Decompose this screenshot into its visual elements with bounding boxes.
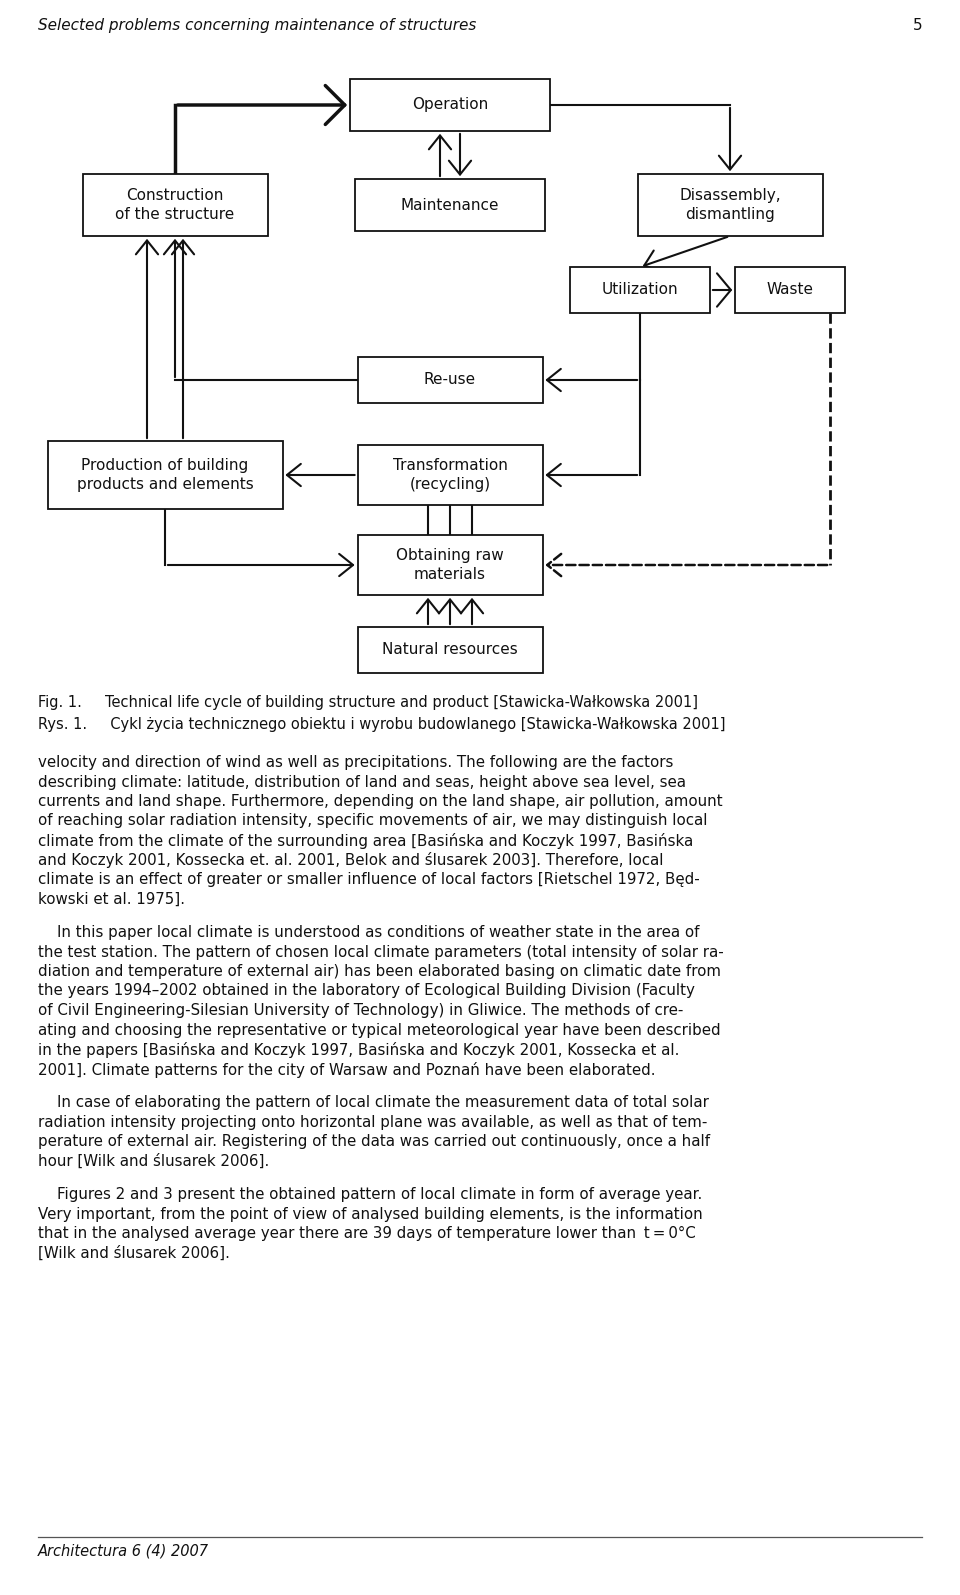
Text: Rys. 1.     Cykl życia technicznego obiektu i wyrobu budowlanego [Stawicka-Wałko: Rys. 1. Cykl życia technicznego obiektu … — [38, 718, 726, 732]
Bar — [570, 266, 710, 313]
Text: velocity and direction of wind as well as precipitations. The following are the : velocity and direction of wind as well a… — [38, 754, 673, 770]
Text: currents and land shape. Furthermore, depending on the land shape, air pollution: currents and land shape. Furthermore, de… — [38, 794, 723, 809]
Bar — [735, 266, 845, 313]
Text: [Wilk and ślusarek 2006].: [Wilk and ślusarek 2006]. — [38, 1246, 229, 1260]
Text: radiation intensity projecting onto horizontal plane was available, as well as t: radiation intensity projecting onto hori… — [38, 1115, 708, 1129]
Text: that in the analysed average year there are 39 days of temperature lower than  t: that in the analysed average year there … — [38, 1227, 696, 1241]
Text: Obtaining raw
materials: Obtaining raw materials — [396, 549, 504, 582]
Bar — [637, 174, 823, 236]
Text: of Civil Engineering-Silesian University of Technology) in Gliwice. The methods : of Civil Engineering-Silesian University… — [38, 1003, 684, 1018]
Text: ating and choosing the representative or typical meteorological year have been d: ating and choosing the representative or… — [38, 1022, 721, 1037]
Text: In this paper local climate is understood as conditions of weather state in the : In this paper local climate is understoo… — [38, 925, 700, 939]
Text: Construction
of the structure: Construction of the structure — [115, 188, 234, 222]
Text: the test station. The pattern of chosen local climate parameters (total intensit: the test station. The pattern of chosen … — [38, 944, 724, 960]
Text: Waste: Waste — [766, 282, 813, 298]
Text: 2001]. Climate patterns for the city of Warsaw and Poznań have been elaborated.: 2001]. Climate patterns for the city of … — [38, 1062, 656, 1078]
Text: Fig. 1.     Technical life cycle of building structure and product [Stawicka-Wał: Fig. 1. Technical life cycle of building… — [38, 695, 698, 710]
Text: kowski et al. 1975].: kowski et al. 1975]. — [38, 892, 185, 906]
Text: Production of building
products and elements: Production of building products and elem… — [77, 458, 253, 491]
Text: the years 1994–2002 obtained in the laboratory of Ecological Building Division (: the years 1994–2002 obtained in the labo… — [38, 984, 695, 998]
Bar — [47, 440, 282, 509]
Bar — [355, 179, 545, 231]
Bar — [350, 80, 550, 131]
Text: climate from the climate of the surrounding area [Basińska and Koczyk 1997, Basi: climate from the climate of the surround… — [38, 833, 693, 849]
Text: Natural resources: Natural resources — [382, 643, 517, 657]
Text: of reaching solar radiation intensity, specific movements of air, we may disting: of reaching solar radiation intensity, s… — [38, 813, 708, 828]
Text: describing climate: latitude, distribution of land and seas, height above sea le: describing climate: latitude, distributi… — [38, 775, 686, 790]
Bar — [357, 627, 542, 673]
Text: diation and temperature of external air) has been elaborated basing on climatic : diation and temperature of external air)… — [38, 963, 721, 979]
Text: Operation: Operation — [412, 97, 488, 113]
Text: 5: 5 — [912, 18, 922, 33]
Text: Figures 2 and 3 present the obtained pattern of local climate in form of average: Figures 2 and 3 present the obtained pat… — [38, 1187, 703, 1203]
Bar — [83, 174, 268, 236]
Text: Maintenance: Maintenance — [400, 198, 499, 212]
Text: Architectura 6 (4) 2007: Architectura 6 (4) 2007 — [38, 1542, 209, 1558]
Text: Selected problems concerning maintenance of structures: Selected problems concerning maintenance… — [38, 18, 476, 33]
Text: Very important, from the point of view of analysed building elements, is the inf: Very important, from the point of view o… — [38, 1206, 703, 1222]
Bar — [357, 357, 542, 404]
Text: Disassembly,
dismantling: Disassembly, dismantling — [679, 188, 780, 222]
Text: Utilization: Utilization — [602, 282, 679, 298]
Text: climate is an effect of greater or smaller influence of local factors [Rietschel: climate is an effect of greater or small… — [38, 872, 700, 887]
Text: perature of external air. Registering of the data was carried out continuously, : perature of external air. Registering of… — [38, 1134, 710, 1148]
Text: and Koczyk 2001, Kossecka et. al. 2001, Belok and ślusarek 2003]. Therefore, loc: and Koczyk 2001, Kossecka et. al. 2001, … — [38, 852, 663, 869]
Text: in the papers [Basińska and Koczyk 1997, Basińska and Koczyk 2001, Kossecka et a: in the papers [Basińska and Koczyk 1997,… — [38, 1042, 680, 1057]
Text: Transformation
(recycling): Transformation (recycling) — [393, 458, 508, 491]
Text: In case of elaborating the pattern of local climate the measurement data of tota: In case of elaborating the pattern of lo… — [38, 1096, 708, 1110]
Bar — [357, 445, 542, 506]
Text: Re-use: Re-use — [424, 373, 476, 388]
Bar — [357, 534, 542, 595]
Text: hour [Wilk and ślusarek 2006].: hour [Wilk and ślusarek 2006]. — [38, 1153, 269, 1169]
